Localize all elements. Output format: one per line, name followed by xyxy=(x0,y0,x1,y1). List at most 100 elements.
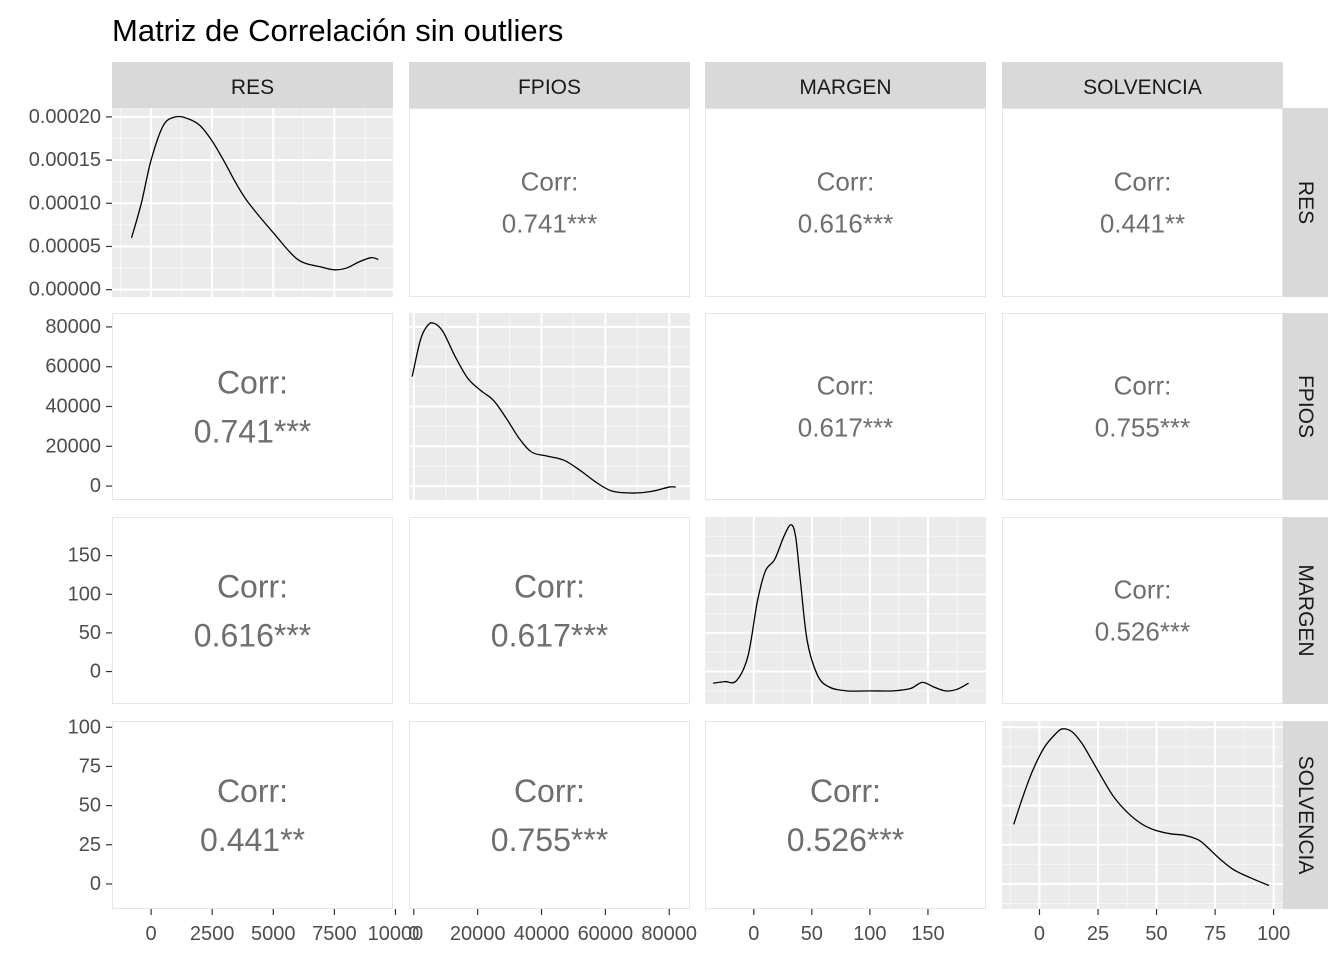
corr-panel-bg xyxy=(112,721,393,909)
strip-right-res xyxy=(1283,108,1328,297)
x-tick-label: 100 xyxy=(853,923,886,945)
panel-fpios-margen: Corr: 0.617*** xyxy=(705,313,986,500)
x-tick-label: 7500 xyxy=(312,923,357,945)
panel-fpios-solvencia: Corr: 0.755*** xyxy=(1002,313,1283,500)
corr-label: Corr: xyxy=(521,167,579,197)
panels: Corr:0.741***Corr:0.616***Corr:0.441**Co… xyxy=(112,108,1283,909)
strip-top-solvencia xyxy=(1002,62,1283,108)
corr-value: 0.526*** xyxy=(1095,617,1190,647)
density-line-res xyxy=(130,115,379,271)
strip-top-label-margen: MARGEN xyxy=(799,76,891,99)
corr-value: 0.441** xyxy=(1100,209,1185,239)
corr-value: 0.617*** xyxy=(491,618,608,654)
x-tick-label: 0 xyxy=(748,923,759,945)
y-tick-label: 0.00020 xyxy=(29,106,101,128)
corr-value: 0.617*** xyxy=(798,413,893,443)
strip-right-label-res: RES xyxy=(1294,181,1317,224)
strip-top-margen xyxy=(705,62,986,108)
corr-panel-bg xyxy=(409,108,690,297)
corr-panel-bg xyxy=(409,517,690,704)
corr-panel-bg xyxy=(409,721,690,909)
corr-value: 0.755*** xyxy=(491,822,608,858)
strip-right-label-fpios: FPIOS xyxy=(1294,375,1317,438)
density-panel-bg xyxy=(1002,721,1283,909)
x-tick-label: 10000 xyxy=(368,923,424,945)
y-tick-label: 0.00015 xyxy=(29,149,101,171)
panel-solvencia-res: Corr: 0.441** xyxy=(112,721,393,909)
density-line-margen xyxy=(713,524,969,692)
density-line-solvencia xyxy=(1013,728,1270,887)
panel-res-fpios: Corr: 0.741*** xyxy=(409,108,690,297)
panel-solvencia-margen: Corr: 0.526*** xyxy=(705,721,986,909)
panel-margen-margen xyxy=(705,517,986,704)
y-tick-label: 0.00000 xyxy=(29,279,101,301)
y-tick-label: 150 xyxy=(68,545,101,567)
x-tick-label: 5000 xyxy=(251,923,296,945)
density-panel-bg xyxy=(705,517,986,704)
corr-value: 0.755*** xyxy=(1095,413,1190,443)
strip-top-label-res: RES xyxy=(231,76,274,99)
x-tick-label: 2500 xyxy=(190,923,235,945)
y-tick-label: 25 xyxy=(79,834,101,856)
strip-top-label-solvencia: SOLVENCIA xyxy=(1083,76,1202,99)
y-tick-label: 0.00005 xyxy=(29,235,101,257)
y-axis: 0.00000 0.00005 0.00010 0.00015 0.00020 0 2000… xyxy=(29,106,112,895)
y-tick-label: 20000 xyxy=(45,435,101,457)
strip-right-fpios xyxy=(1283,313,1328,500)
strip-right-label-margen: MARGEN xyxy=(1294,564,1317,656)
column-strips: RES FPIOS MARGEN SOLVENCIA xyxy=(112,62,1283,108)
corr-panel-bg xyxy=(1002,108,1283,297)
y-tick-label: 60000 xyxy=(45,356,101,378)
x-tick-label: 80000 xyxy=(641,923,697,945)
panel-solvencia-fpios: Corr: 0.755*** xyxy=(409,721,690,909)
y-tick-label: 0 xyxy=(90,873,101,895)
corr-panel-bg xyxy=(705,313,986,500)
y-tick-label: 0.00010 xyxy=(29,192,101,214)
corr-panel-bg xyxy=(705,721,986,909)
corr-label: Corr: xyxy=(514,569,585,605)
y-tick-label: 100 xyxy=(68,716,101,738)
y-tick-label: 80000 xyxy=(45,316,101,338)
panel-solvencia-solvencia xyxy=(1002,721,1283,909)
corr-panel-bg xyxy=(112,517,393,704)
corr-label: Corr: xyxy=(217,365,288,401)
corr-label: Corr: xyxy=(217,773,288,809)
x-tick-label: 40000 xyxy=(514,923,570,945)
corr-panel-bg xyxy=(705,108,986,297)
panel-margen-fpios: Corr: 0.617*** xyxy=(409,517,690,704)
x-tick-label: 0 xyxy=(1034,923,1045,945)
corr-label: Corr: xyxy=(817,371,875,401)
panel-res-res xyxy=(112,108,393,297)
y-tick-label: 40000 xyxy=(45,396,101,418)
corr-value: 0.741*** xyxy=(194,414,311,450)
x-tick-label: 150 xyxy=(911,923,944,945)
strip-top-fpios xyxy=(409,62,690,108)
corr-label: Corr: xyxy=(1114,575,1172,605)
panel-res-margen: Corr: 0.616*** xyxy=(705,108,986,297)
corr-label: Corr: xyxy=(514,773,585,809)
x-tick-label: 100 xyxy=(1257,923,1290,945)
corr-value: 0.741*** xyxy=(502,209,597,239)
corr-label: Corr: xyxy=(810,773,881,809)
corr-value: 0.441** xyxy=(200,822,305,858)
corr-label: Corr: xyxy=(817,167,875,197)
x-tick-label: 50 xyxy=(1145,923,1167,945)
strip-right-label-solvencia: SOLVENCIA xyxy=(1294,756,1317,875)
corr-value: 0.526*** xyxy=(787,822,904,858)
panel-margen-solvencia: Corr: 0.526*** xyxy=(1002,517,1283,704)
x-tick-label: 25 xyxy=(1087,923,1109,945)
panel-res-solvencia: Corr: 0.441** xyxy=(1002,108,1283,297)
x-tick-label: 0 xyxy=(146,923,157,945)
y-tick-label: 100 xyxy=(68,583,101,605)
y-tick-label: 0 xyxy=(90,475,101,497)
y-tick-label: 0 xyxy=(90,661,101,683)
strip-top-label-fpios: FPIOS xyxy=(518,76,581,99)
corr-label: Corr: xyxy=(217,569,288,605)
x-tick-label: 75 xyxy=(1204,923,1226,945)
strip-right-margen xyxy=(1283,517,1328,704)
corr-value: 0.616*** xyxy=(798,209,893,239)
row-strips: RES FPIOS MARGEN SOLVENCIA xyxy=(1283,108,1328,909)
corr-panel-bg xyxy=(1002,313,1283,500)
